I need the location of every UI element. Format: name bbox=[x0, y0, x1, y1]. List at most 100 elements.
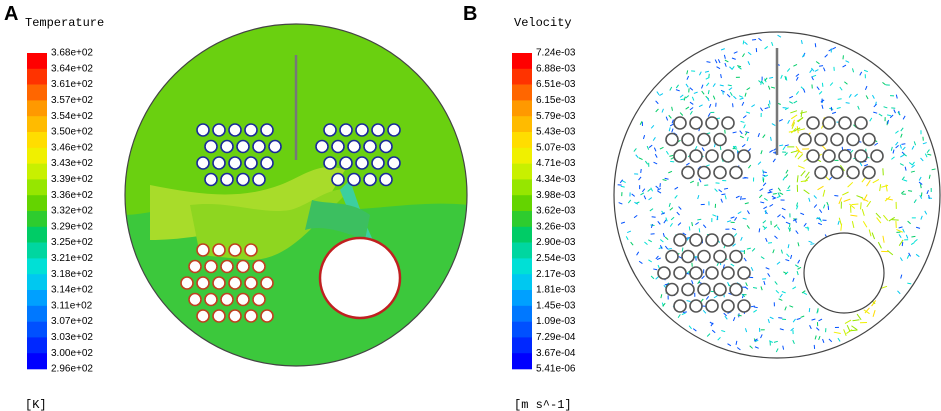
tube bbox=[729, 249, 743, 264]
vector bbox=[872, 309, 876, 317]
vector bbox=[742, 115, 747, 119]
vector bbox=[895, 130, 899, 134]
vector bbox=[689, 110, 693, 115]
colorbar-label: 5.43e-03 bbox=[536, 127, 576, 138]
vector bbox=[849, 203, 856, 209]
vector bbox=[882, 82, 886, 86]
tube bbox=[673, 266, 687, 280]
vector bbox=[771, 123, 776, 126]
vector bbox=[902, 228, 905, 233]
colorbar-label: 2.96e+02 bbox=[51, 364, 93, 375]
vector bbox=[882, 235, 885, 243]
colorbar-label: 3.62e-03 bbox=[536, 206, 576, 217]
vector bbox=[664, 245, 669, 250]
tube bbox=[212, 123, 226, 137]
vector bbox=[647, 188, 651, 192]
vector bbox=[889, 114, 894, 119]
vector bbox=[782, 176, 786, 181]
tube-bundle bbox=[180, 123, 401, 323]
vector bbox=[876, 217, 882, 224]
vector bbox=[893, 109, 896, 114]
tube bbox=[212, 156, 226, 170]
vector bbox=[777, 34, 782, 38]
colorbar-segment bbox=[27, 132, 47, 149]
vector bbox=[785, 259, 790, 262]
vector bbox=[639, 121, 643, 126]
vector bbox=[730, 263, 735, 267]
vector bbox=[790, 110, 798, 114]
vector bbox=[650, 125, 655, 129]
vector bbox=[775, 348, 779, 353]
tube bbox=[854, 149, 868, 163]
vector bbox=[701, 275, 705, 280]
vector bbox=[768, 188, 773, 191]
vector bbox=[860, 202, 862, 210]
vector bbox=[677, 222, 682, 226]
tube bbox=[729, 165, 743, 180]
colorbar-label: 3.54e+02 bbox=[51, 111, 93, 122]
vector bbox=[842, 191, 849, 196]
tube bbox=[244, 123, 258, 137]
vector bbox=[648, 144, 653, 148]
vector bbox=[810, 67, 815, 72]
vector bbox=[871, 300, 877, 307]
vector bbox=[863, 69, 869, 73]
vector bbox=[795, 205, 799, 210]
vector bbox=[797, 242, 800, 247]
colorbar-label: 5.41e-06 bbox=[536, 364, 576, 375]
vector bbox=[795, 73, 800, 77]
vector bbox=[787, 119, 790, 124]
tube bbox=[236, 172, 250, 187]
panel-title: Temperature bbox=[25, 16, 104, 30]
vector bbox=[765, 267, 770, 270]
colorbar-label: 3.07e+02 bbox=[51, 316, 93, 327]
vector bbox=[822, 189, 826, 197]
vector bbox=[781, 291, 786, 294]
vector bbox=[764, 77, 768, 82]
tube bbox=[830, 132, 844, 147]
vector bbox=[787, 244, 790, 249]
vector bbox=[900, 127, 904, 132]
vector bbox=[705, 164, 710, 167]
tube bbox=[204, 259, 218, 274]
vector bbox=[724, 315, 728, 320]
vector bbox=[918, 176, 922, 181]
colorbar-label: 7.29e-04 bbox=[536, 332, 576, 343]
vector bbox=[803, 189, 810, 195]
vector bbox=[749, 345, 753, 349]
vector bbox=[902, 146, 906, 151]
vector bbox=[793, 63, 798, 67]
vector bbox=[697, 195, 700, 200]
vector bbox=[762, 134, 766, 139]
vector bbox=[765, 237, 768, 242]
vector bbox=[874, 142, 879, 146]
vector bbox=[655, 108, 659, 113]
vector bbox=[797, 266, 802, 270]
colorbar-label: 3.98e-03 bbox=[536, 190, 576, 201]
vector bbox=[635, 154, 639, 159]
colorbar-segment bbox=[512, 211, 532, 228]
vector bbox=[733, 233, 738, 237]
vector bbox=[845, 102, 850, 104]
vector bbox=[753, 306, 758, 309]
vector bbox=[744, 202, 749, 205]
vector bbox=[791, 122, 796, 130]
vector bbox=[777, 187, 781, 192]
vector bbox=[826, 201, 829, 206]
vector bbox=[705, 296, 710, 300]
vector bbox=[887, 250, 894, 256]
vector bbox=[865, 95, 869, 100]
vector bbox=[744, 286, 749, 290]
vector bbox=[693, 91, 698, 94]
vector bbox=[747, 61, 751, 66]
vector bbox=[851, 220, 855, 229]
vector bbox=[800, 315, 805, 318]
vector bbox=[846, 148, 852, 151]
vector bbox=[643, 195, 647, 200]
vector bbox=[732, 243, 736, 247]
vector bbox=[745, 111, 751, 114]
vector bbox=[920, 215, 923, 220]
vector bbox=[836, 107, 841, 109]
vector bbox=[908, 162, 913, 166]
vector bbox=[763, 206, 768, 210]
